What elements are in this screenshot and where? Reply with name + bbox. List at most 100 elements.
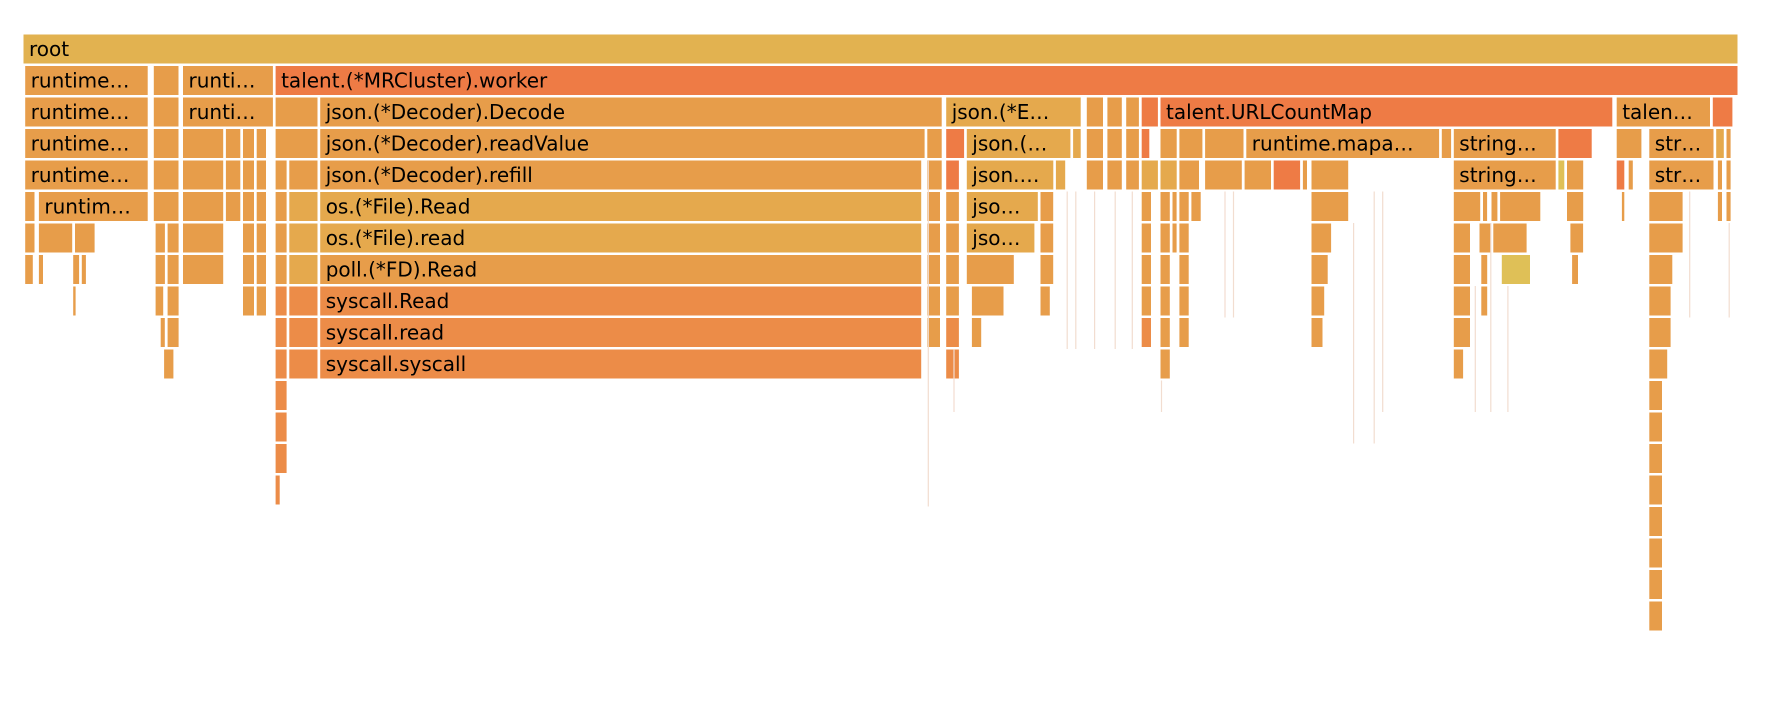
frame-unlabeled[interactable] — [1140, 222, 1152, 254]
frame-unlabeled[interactable] — [1140, 96, 1159, 128]
frame-unlabeled[interactable] — [1159, 191, 1171, 222]
frame-unlabeled[interactable] — [288, 191, 319, 222]
frame-unlabeled[interactable] — [152, 96, 180, 128]
frame-unlabeled[interactable] — [224, 128, 242, 159]
frame-talent-mrcluster-worker-func1[interactable]: talen… — [1615, 96, 1711, 128]
frame-unlabeled[interactable] — [1072, 128, 1082, 159]
frame-unlabeled[interactable] — [74, 222, 96, 254]
frame-runtime-netpoll[interactable]: runtim… — [37, 191, 149, 222]
frame-unlabeled[interactable] — [154, 222, 166, 254]
frame-unlabeled[interactable] — [1243, 159, 1272, 191]
frame-unlabeled[interactable] — [182, 128, 225, 159]
frame-unlabeled[interactable] — [154, 285, 165, 317]
frame-unlabeled[interactable] — [1648, 474, 1664, 506]
frame-unlabeled[interactable] — [1478, 222, 1492, 254]
frame-unlabeled[interactable] — [1159, 159, 1178, 191]
frame-unlabeled[interactable] — [1125, 159, 1140, 191]
frame-unlabeled[interactable] — [242, 254, 255, 285]
frame-unlabeled[interactable] — [1725, 159, 1732, 191]
frame-unlabeled[interactable] — [274, 222, 288, 254]
frame-unlabeled[interactable] — [255, 191, 268, 222]
frame-unlabeled[interactable] — [1310, 159, 1350, 191]
frame-runtime-gcbgmarkworker-func2[interactable]: runti… — [182, 96, 274, 128]
frame-unlabeled[interactable] — [1272, 159, 1302, 191]
frame-unlabeled[interactable] — [1125, 128, 1140, 159]
frame-unlabeled[interactable] — [1159, 348, 1171, 380]
frame-json-decoder-readvalue[interactable]: json.(*Decoder).readValue — [319, 128, 926, 159]
frame-unlabeled[interactable] — [965, 254, 1015, 285]
frame-talent-mrcluster-worker[interactable]: talent.(*MRCluster).worker — [274, 65, 1739, 96]
frame-unlabeled[interactable] — [1648, 380, 1664, 411]
frame-unlabeled[interactable] — [1039, 285, 1051, 317]
frame-unlabeled[interactable] — [1310, 317, 1324, 348]
frame-json-decoder-decode[interactable]: json.(*Decoder).Decode — [319, 96, 943, 128]
frame-unlabeled[interactable] — [242, 222, 255, 254]
frame-unlabeled[interactable] — [970, 285, 1005, 317]
frame-unlabeled[interactable] — [1500, 254, 1532, 285]
frame-unlabeled[interactable] — [224, 191, 242, 222]
frame-unlabeled[interactable] — [242, 159, 255, 191]
frame-unlabeled[interactable] — [152, 159, 180, 191]
frame-unlabeled[interactable] — [255, 254, 268, 285]
frame-unlabeled[interactable] — [1140, 285, 1152, 317]
frame-runtime-mapassign-faststr[interactable]: runtime.mapa… — [1245, 128, 1441, 159]
frame-unlabeled[interactable] — [24, 254, 34, 285]
frame-unlabeled[interactable] — [926, 317, 941, 348]
frame-strings-gensplit[interactable]: string… — [1452, 159, 1557, 191]
frame-unlabeled[interactable] — [224, 159, 242, 191]
frame-unlabeled[interactable] — [1140, 317, 1152, 348]
frame-unlabeled[interactable] — [1125, 96, 1140, 128]
frame-json-encoder-encode[interactable]: json.(*E… — [945, 96, 1082, 128]
frame-unlabeled[interactable] — [970, 317, 983, 348]
frame-unlabeled[interactable] — [274, 96, 319, 128]
frame-unlabeled[interactable] — [1159, 317, 1171, 348]
frame-unlabeled[interactable] — [1140, 191, 1152, 222]
frame-unlabeled[interactable] — [152, 65, 180, 96]
frame-os-file-read[interactable]: os.(*File).read — [319, 222, 923, 254]
frame-root[interactable]: root — [22, 33, 1739, 65]
frame-json-mapencoder-encode[interactable]: jso… — [965, 191, 1039, 222]
frame-unlabeled[interactable] — [1452, 317, 1472, 348]
frame-unlabeled[interactable] — [1159, 222, 1171, 254]
frame-unlabeled[interactable] — [1725, 191, 1732, 222]
frame-unlabeled[interactable] — [1557, 128, 1593, 159]
frame-unlabeled[interactable] — [1310, 254, 1329, 285]
frame-unlabeled[interactable] — [945, 128, 966, 159]
frame-unlabeled[interactable] — [1054, 159, 1067, 191]
frame-unlabeled[interactable] — [1178, 159, 1201, 191]
frame-unlabeled[interactable] — [255, 128, 268, 159]
frame-unlabeled[interactable] — [274, 443, 288, 474]
frame-unlabeled[interactable] — [1140, 159, 1159, 191]
frame-unlabeled[interactable] — [1310, 191, 1350, 222]
frame-unlabeled[interactable] — [1085, 159, 1105, 191]
frame-unlabeled[interactable] — [242, 128, 255, 159]
frame-unlabeled[interactable] — [1648, 506, 1664, 537]
frame-unlabeled[interactable] — [1615, 159, 1626, 191]
frame-unlabeled[interactable] — [166, 317, 180, 348]
frame-unlabeled[interactable] — [1482, 191, 1489, 222]
frame-unlabeled[interactable] — [242, 285, 255, 317]
frame-unlabeled[interactable] — [1648, 317, 1672, 348]
frame-unlabeled[interactable] — [1204, 159, 1243, 191]
frame-unlabeled[interactable] — [926, 159, 943, 191]
frame-unlabeled[interactable] — [1715, 128, 1725, 159]
frame-unlabeled[interactable] — [1716, 159, 1724, 191]
frame-unlabeled[interactable] — [1490, 191, 1499, 222]
frame-unlabeled[interactable] — [288, 348, 319, 380]
frame-unlabeled[interactable] — [1159, 285, 1171, 317]
frame-unlabeled[interactable] — [1480, 285, 1489, 317]
frame-strings-split[interactable]: string… — [1452, 128, 1557, 159]
frame-unlabeled[interactable] — [1648, 443, 1664, 474]
frame-unlabeled[interactable] — [1566, 159, 1585, 191]
frame-unlabeled[interactable] — [945, 285, 960, 317]
frame-unlabeled[interactable] — [1615, 128, 1643, 159]
frame-runtime-schedule[interactable]: runtime… — [24, 128, 149, 159]
frame-json-decoder-refill[interactable]: json.(*Decoder).refill — [319, 159, 923, 191]
frame-poll-fd-read[interactable]: poll.(*FD).Read — [319, 254, 923, 285]
frame-runtime-findrunnable[interactable]: runtime… — [24, 159, 149, 191]
frame-unlabeled[interactable] — [274, 411, 288, 443]
frame-unlabeled[interactable] — [1440, 128, 1453, 159]
frame-unlabeled[interactable] — [37, 222, 74, 254]
frame-unlabeled[interactable] — [242, 191, 255, 222]
frame-unlabeled[interactable] — [945, 317, 960, 348]
